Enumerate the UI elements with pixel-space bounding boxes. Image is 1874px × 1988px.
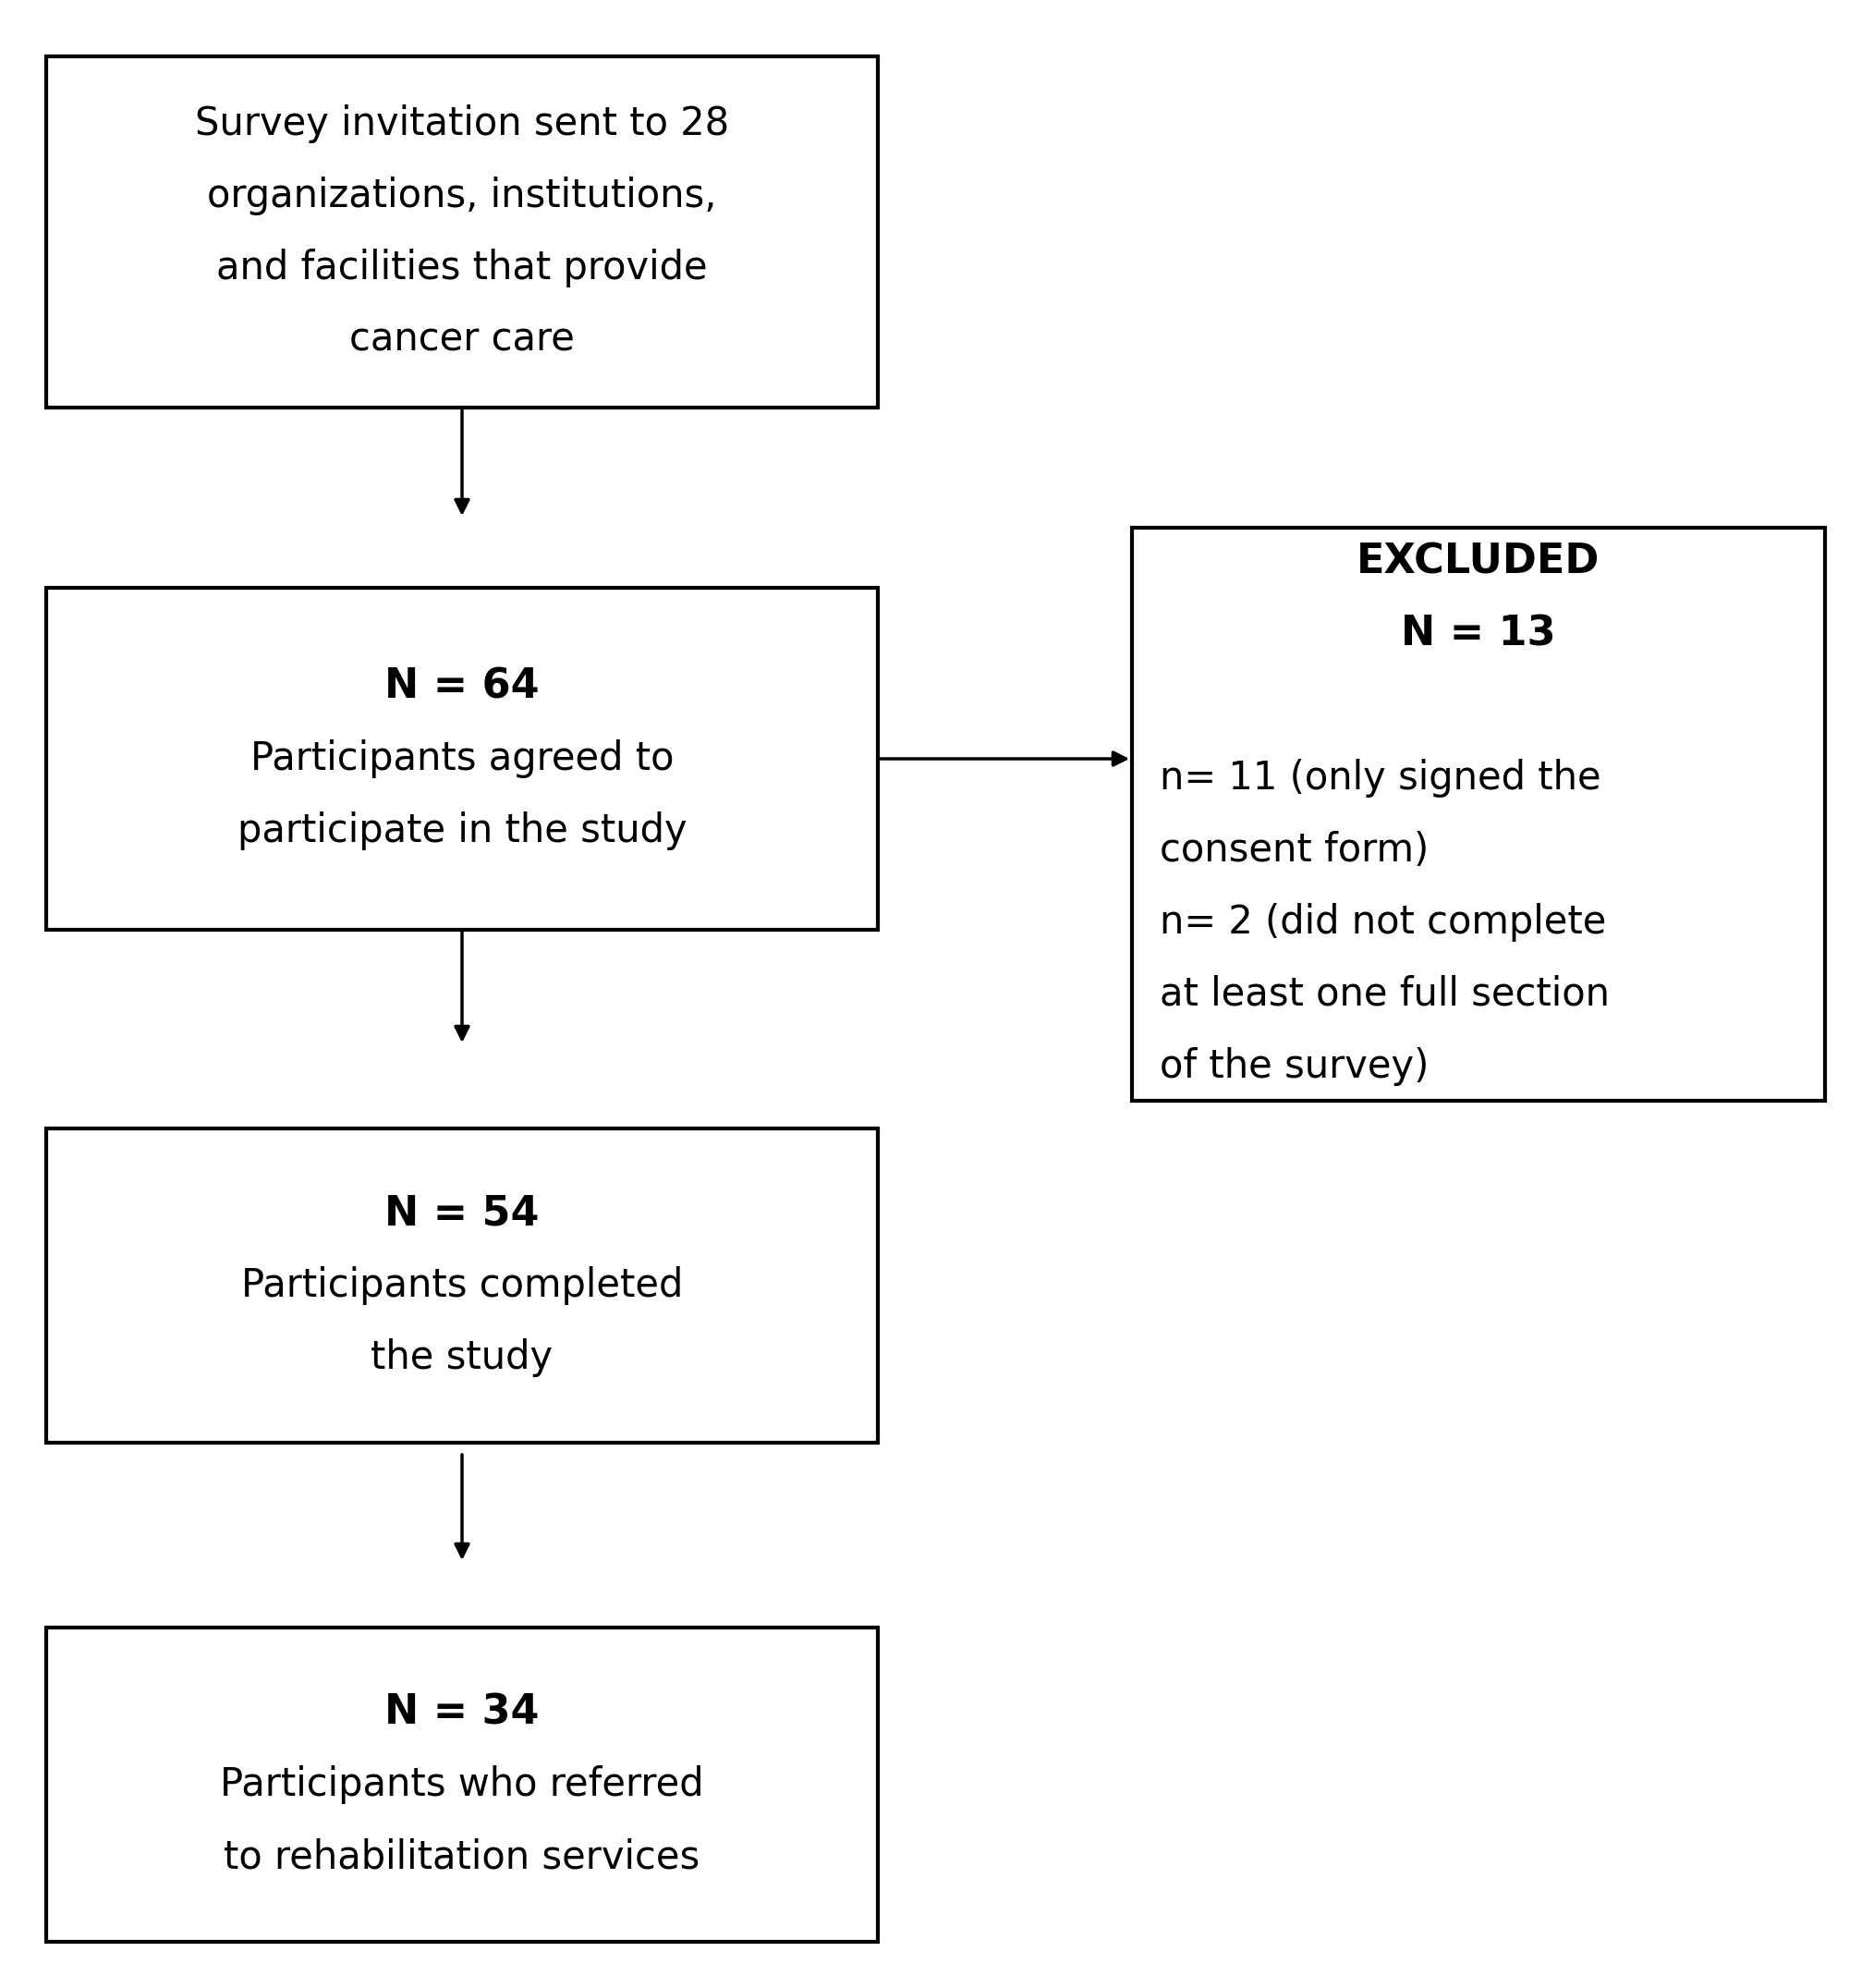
Text: EXCLUDED: EXCLUDED [1357,543,1600,582]
Text: cancer care: cancer care [349,320,575,360]
Text: N = 13: N = 13 [1402,614,1555,654]
Text: participate in the study: participate in the study [238,811,688,851]
Bar [47,588,877,930]
Bar [1132,527,1825,1101]
Text: N = 64: N = 64 [384,666,540,706]
Text: n= 11 (only signed the: n= 11 (only signed the [1160,759,1600,797]
Text: to rehabilitation services: to rehabilitation services [225,1837,701,1877]
Text: consent form): consent form) [1160,831,1428,869]
Text: and facilities that provide: and facilities that provide [216,248,708,288]
Text: N = 34: N = 34 [384,1692,540,1732]
Text: N = 54: N = 54 [384,1193,540,1233]
Text: of the survey): of the survey) [1160,1048,1430,1085]
Text: Survey invitation sent to 28: Survey invitation sent to 28 [195,105,729,143]
Bar [47,56,877,408]
Text: the study: the study [371,1338,553,1378]
Text: Participants agreed to: Participants agreed to [251,740,675,777]
Bar [47,1129,877,1443]
Text: at least one full section: at least one full section [1160,974,1610,1014]
Text: organizations, institutions,: organizations, institutions, [208,177,718,215]
Text: n= 2 (did not complete: n= 2 (did not complete [1160,903,1606,942]
Text: Participants completed: Participants completed [242,1266,682,1304]
Bar [47,1628,877,1942]
Text: Participants who referred: Participants who referred [219,1765,705,1803]
